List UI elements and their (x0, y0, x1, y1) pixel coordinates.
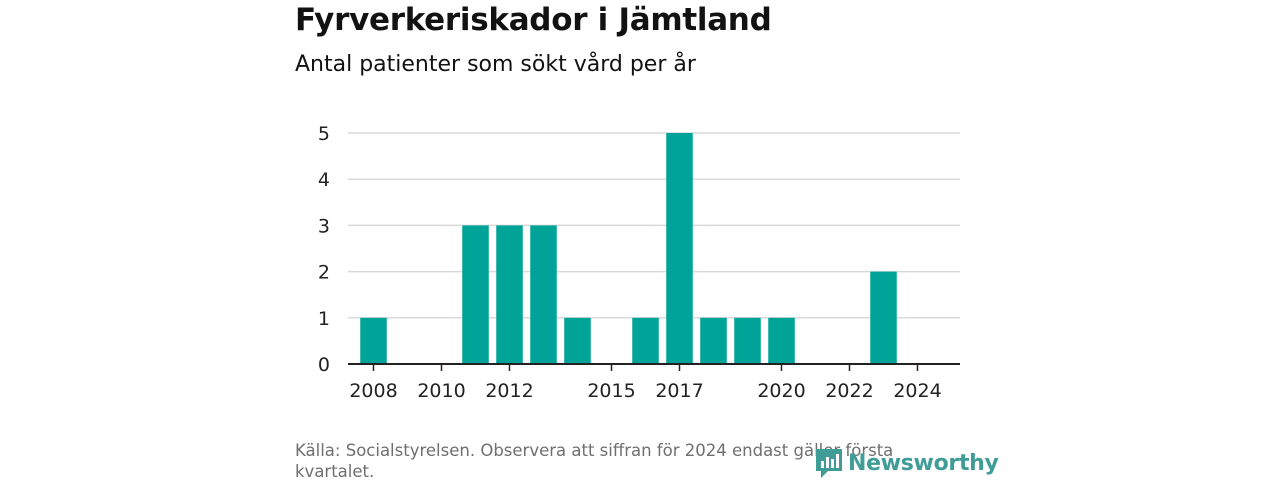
x-tick-label: 2022 (825, 380, 873, 402)
x-tick-label: 2012 (485, 380, 533, 402)
y-tick-label: 2 (318, 262, 330, 284)
bar-2023 (870, 271, 897, 364)
newsworthy-logo-text: Newsworthy (848, 450, 999, 476)
newsworthy-logo-icon (816, 449, 842, 478)
chart-title: Fyrverkeriskador i Jämtland (295, 2, 772, 38)
x-tick-label: 2010 (417, 380, 465, 402)
y-axis-ticks: 0 1 2 3 4 5 (318, 123, 330, 376)
x-tick-label: 2017 (655, 380, 703, 402)
y-tick-label: 4 (318, 169, 330, 191)
bar-2016 (632, 317, 659, 364)
y-tick-label: 3 (318, 215, 330, 237)
x-axis-ticks: 2008 2010 2012 2015 2017 2020 2022 2024 (349, 364, 942, 402)
bar-2012 (496, 225, 523, 364)
y-tick-label: 0 (318, 354, 330, 376)
bar-2019 (734, 317, 761, 364)
bar-2013 (530, 225, 557, 364)
bar-chart: 0 1 2 3 4 5 2008 2010 2012 2015 2017 2020 2022 2024 (318, 123, 960, 402)
x-tick-label: 2015 (587, 380, 635, 402)
y-tick-label: 5 (318, 123, 330, 145)
bar-2011 (462, 225, 489, 364)
y-tick-label: 1 (318, 308, 330, 330)
bars (360, 133, 897, 364)
bar-2008 (360, 317, 387, 364)
source-note: Källa: Socialstyrelsen. Observera att si… (295, 441, 894, 481)
x-tick-label: 2008 (349, 380, 397, 402)
bar-2020 (768, 317, 795, 364)
x-tick-label: 2024 (893, 380, 941, 402)
bar-2017 (666, 133, 693, 364)
newsworthy-logo: Newsworthy (814, 445, 999, 481)
chart-subtitle: Antal patienter som sökt vård per år (295, 52, 696, 77)
bar-2014 (564, 317, 591, 364)
bar-2018 (700, 317, 727, 364)
x-tick-label: 2020 (757, 380, 805, 402)
grid-lines (348, 132, 960, 319)
